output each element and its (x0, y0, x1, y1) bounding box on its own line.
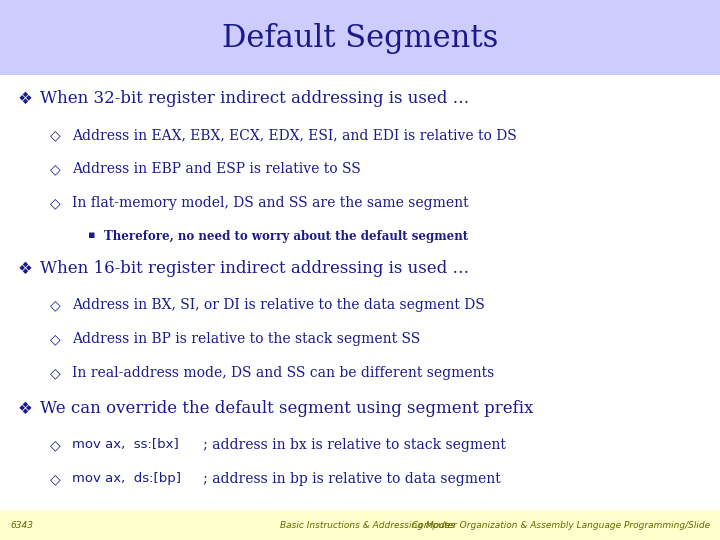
Text: ; address in bp is relative to data segment: ; address in bp is relative to data segm… (190, 472, 500, 486)
Text: ◇: ◇ (50, 366, 60, 380)
Text: mov ax,  ds:[bp]: mov ax, ds:[bp] (72, 472, 181, 485)
Text: We can override the default segment using segment prefix: We can override the default segment usin… (40, 400, 534, 417)
Text: ❖: ❖ (18, 400, 33, 418)
Text: ❖: ❖ (18, 260, 33, 278)
Text: Basic Instructions & Addressing Modes: Basic Instructions & Addressing Modes (280, 521, 455, 530)
Text: In real-address mode, DS and SS can be different segments: In real-address mode, DS and SS can be d… (72, 366, 494, 380)
Text: ◇: ◇ (50, 332, 60, 346)
Text: ◇: ◇ (50, 162, 60, 176)
Text: 6343: 6343 (10, 521, 33, 530)
Text: ◇: ◇ (50, 298, 60, 312)
FancyBboxPatch shape (0, 0, 720, 75)
Text: ◇: ◇ (50, 438, 60, 452)
Text: ; address in bx is relative to stack segment: ; address in bx is relative to stack seg… (190, 438, 506, 452)
Text: Address in BX, SI, or DI is relative to the data segment DS: Address in BX, SI, or DI is relative to … (72, 298, 485, 312)
Text: ◇: ◇ (50, 196, 60, 210)
Text: ◇: ◇ (50, 472, 60, 486)
FancyBboxPatch shape (0, 510, 720, 540)
Text: ❖: ❖ (18, 90, 33, 108)
Text: ◇: ◇ (50, 128, 60, 142)
Text: In flat-memory model, DS and SS are the same segment: In flat-memory model, DS and SS are the … (72, 196, 469, 210)
Text: ▪: ▪ (88, 230, 96, 240)
Text: Computer Organization & Assembly Language Programming/Slide: Computer Organization & Assembly Languag… (412, 521, 710, 530)
Text: Therefore, no need to worry about the default segment: Therefore, no need to worry about the de… (104, 230, 468, 243)
Text: When 32-bit register indirect addressing is used …: When 32-bit register indirect addressing… (40, 90, 469, 107)
Text: Address in BP is relative to the stack segment SS: Address in BP is relative to the stack s… (72, 332, 420, 346)
Text: Address in EAX, EBX, ECX, EDX, ESI, and EDI is relative to DS: Address in EAX, EBX, ECX, EDX, ESI, and … (72, 128, 517, 142)
Text: Default Segments: Default Segments (222, 23, 498, 53)
Text: mov ax,  ss:[bx]: mov ax, ss:[bx] (72, 438, 179, 451)
Text: Address in EBP and ESP is relative to SS: Address in EBP and ESP is relative to SS (72, 162, 361, 176)
Text: When 16-bit register indirect addressing is used …: When 16-bit register indirect addressing… (40, 260, 469, 277)
